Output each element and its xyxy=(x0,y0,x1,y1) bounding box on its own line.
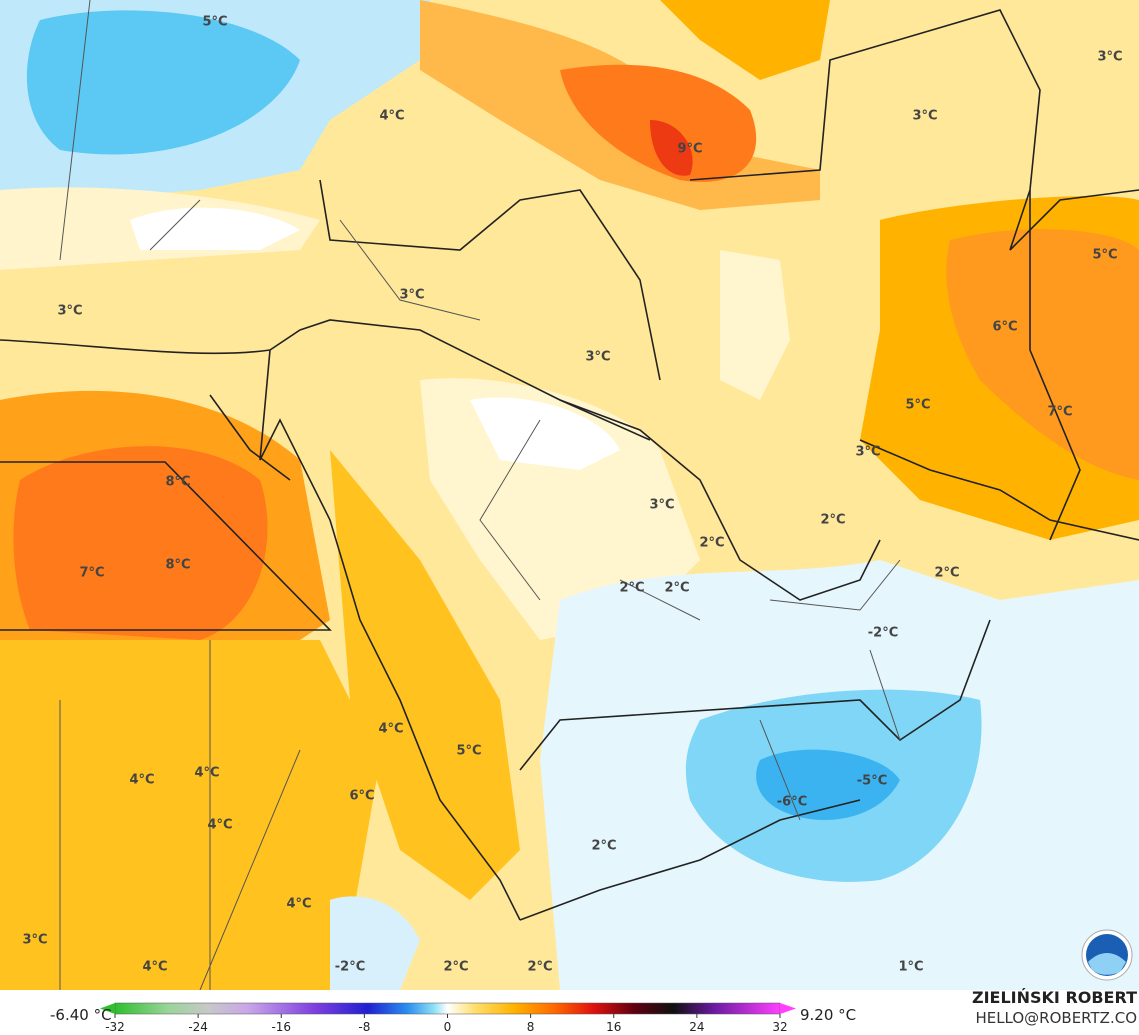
colorbar-tick-label: 0 xyxy=(444,1020,452,1034)
colorbar-max-label: 9.20 °C xyxy=(800,1006,856,1024)
temperature-label: -5°C xyxy=(857,774,887,789)
temperature-label: 4°C xyxy=(378,722,403,737)
temperature-label: 2°C xyxy=(527,960,552,975)
temperature-label: 2°C xyxy=(619,581,644,596)
temperature-label: 5°C xyxy=(202,15,227,30)
colorbar-tick-label: -8 xyxy=(358,1020,370,1034)
temperature-label: 9°C xyxy=(677,142,702,157)
temperature-label: 2°C xyxy=(443,960,468,975)
temperature-label: 8°C xyxy=(165,475,190,490)
temperature-label: 3°C xyxy=(649,498,674,513)
temperature-label: 6°C xyxy=(349,789,374,804)
temperature-label: 4°C xyxy=(207,818,232,833)
colorbar-tick-label: -24 xyxy=(188,1020,208,1034)
temperature-label: 4°C xyxy=(194,766,219,781)
colorbar-tick-label: -32 xyxy=(105,1020,125,1034)
temperature-label: 3°C xyxy=(585,350,610,365)
temperature-label: 3°C xyxy=(912,109,937,124)
temperature-label: -6°C xyxy=(777,795,807,810)
temperature-label: 6°C xyxy=(992,320,1017,335)
temperature-label: 4°C xyxy=(379,109,404,124)
temperature-label: 2°C xyxy=(699,536,724,551)
temperature-label: 2°C xyxy=(934,566,959,581)
email: HELLO@ROBERTZ.CO xyxy=(975,1009,1137,1027)
noaa-logo xyxy=(1081,929,1133,981)
temperature-label: 1°C xyxy=(898,960,923,975)
temperature-label: 2°C xyxy=(664,581,689,596)
temperature-label: 8°C xyxy=(165,558,190,573)
colorbar xyxy=(114,1002,781,1015)
temperature-labels: 5°C 4°C 3°C 3°C 9°C 5°C 6°C 3°C 3°C 3°C 5°C 7°C 3°C 8… xyxy=(22,15,1122,975)
colorbar-min-arrow xyxy=(100,1003,115,1014)
colorbar-tick-label: 16 xyxy=(606,1020,621,1034)
temperature-label: 2°C xyxy=(820,513,845,528)
colorbar-tick-label: -16 xyxy=(271,1020,291,1034)
temperature-label: 3°C xyxy=(855,445,880,460)
temperature-label: 5°C xyxy=(1092,248,1117,263)
temperature-label: 3°C xyxy=(57,304,82,319)
temperature-label: 4°C xyxy=(286,897,311,912)
colorbar-max-arrow xyxy=(780,1003,796,1014)
temperature-label: 5°C xyxy=(456,744,481,759)
temperature-label: 4°C xyxy=(142,960,167,975)
colorbar-tick-label: 24 xyxy=(689,1020,704,1034)
temperature-label: 7°C xyxy=(1047,405,1072,420)
colorbar-min-label: -6.40 °C xyxy=(50,1006,112,1024)
temperature-label: 4°C xyxy=(129,773,154,788)
colorbar-tick-label: 8 xyxy=(527,1020,535,1034)
temperature-label: -2°C xyxy=(868,626,898,641)
temperature-field xyxy=(0,0,1139,990)
temperature-label: 7°C xyxy=(79,566,104,581)
temperature-label: 5°C xyxy=(905,398,930,413)
colorbar-ticks: -32 -24 -16 -8 0 8 16 24 32 xyxy=(105,1014,788,1034)
author: ZIELIŃSKI ROBERT xyxy=(972,988,1137,1007)
temperature-label: 3°C xyxy=(1097,50,1122,65)
temperature-label: 3°C xyxy=(399,288,424,303)
colorbar-tick-label: 32 xyxy=(772,1020,787,1034)
borders xyxy=(0,0,1139,991)
temperature-label: 3°C xyxy=(22,933,47,948)
temperature-label: -2°C xyxy=(335,960,365,975)
temperature-label: 2°C xyxy=(591,839,616,854)
